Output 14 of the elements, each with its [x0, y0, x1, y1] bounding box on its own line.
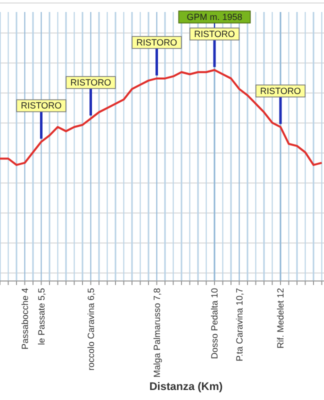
annotation: RISTORO [194, 29, 235, 39]
x-tick-label: Dosso Pedalta 10 [210, 288, 220, 360]
x-tick-label: roccolo Caravina 6,5 [86, 288, 96, 371]
x-axis-title: Distanza (Km) [149, 381, 224, 393]
x-tick-label: Rif. Medelet 12 [276, 288, 286, 349]
x-tick-label: Passabocche 4 [20, 288, 30, 350]
x-tick-label: P.ta Caravina 10,7 [234, 288, 244, 362]
x-tick-label: le Passate 5,5 [36, 288, 46, 346]
annotation: RISTORO [136, 37, 178, 48]
x-tick-label: Malga Palmarusso 7,8 [152, 288, 162, 378]
annotation: RISTORO [70, 78, 112, 88]
annotation: GPM m. 1958 [186, 12, 242, 22]
annotation: RISTORO [260, 86, 301, 96]
annotation: RISTORO [20, 100, 62, 111]
